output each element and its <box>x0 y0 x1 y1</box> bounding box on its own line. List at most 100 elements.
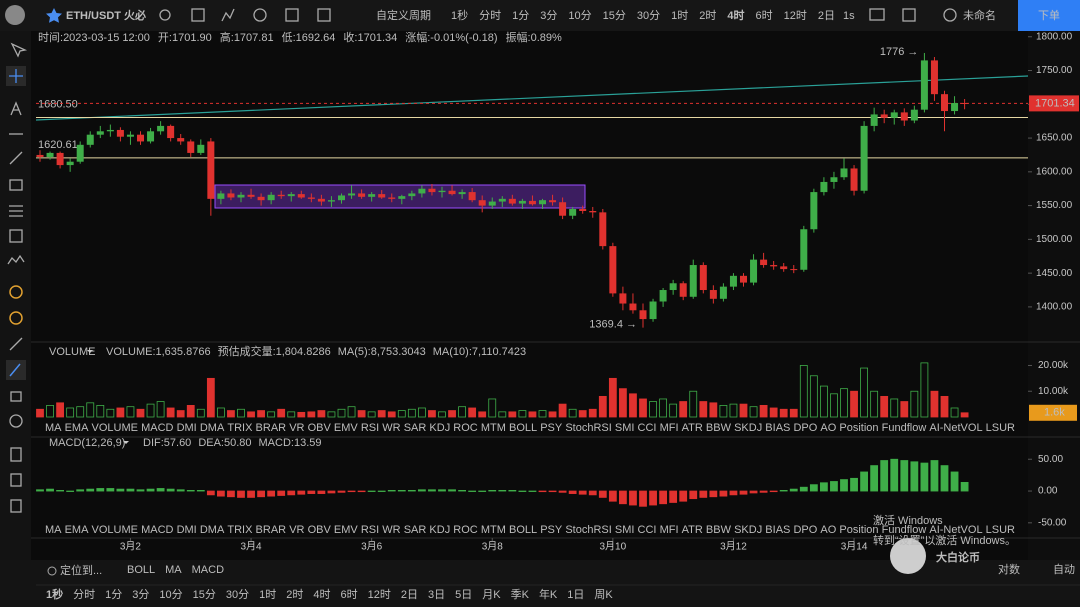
indicator-tab[interactable]: SMI <box>615 524 635 536</box>
locate-icon[interactable] <box>47 566 57 576</box>
indicator-tab[interactable]: RSI <box>361 524 379 536</box>
indicator-tab[interactable]: PSY <box>540 524 563 536</box>
cursor-tool[interactable] <box>10 42 28 58</box>
period-button[interactable]: 1分 <box>512 9 529 22</box>
indicator-tab[interactable]: ROC <box>453 524 478 536</box>
indicator-tab[interactable]: LSUR <box>986 422 1015 434</box>
indicator-tab[interactable]: TRIX <box>227 524 253 536</box>
period-button[interactable]: 12时 <box>784 9 807 22</box>
bottom-period[interactable]: 1时 <box>259 588 276 601</box>
indicator-tab[interactable]: TRIX <box>227 422 253 434</box>
indicator-tab[interactable]: MFI <box>660 422 679 434</box>
bottom-period[interactable]: 2时 <box>286 588 303 601</box>
indicator-tab[interactable]: MACD <box>141 422 173 434</box>
cloud-icon[interactable] <box>943 8 957 22</box>
indicator-tab[interactable]: BBW <box>706 422 732 434</box>
indicator-tab[interactable]: AI-NetVOL <box>929 524 982 536</box>
grid-tool[interactable] <box>9 229 23 243</box>
indicator-tab[interactable]: VOLUME <box>92 422 138 434</box>
indicator-tab[interactable]: WR <box>382 524 400 536</box>
indicator-tab[interactable]: MACD <box>141 524 173 536</box>
fib-tool[interactable] <box>9 205 23 217</box>
fullscreen-icon[interactable] <box>902 8 916 22</box>
indicator-chip[interactable]: MA <box>165 564 182 576</box>
bottom-period[interactable]: 分时 <box>73 588 95 601</box>
period-button[interactable]: 2时 <box>699 9 716 22</box>
favorites-tool[interactable] <box>10 447 22 462</box>
indicator-chip[interactable]: MACD <box>192 564 224 576</box>
delete-tool[interactable] <box>10 499 22 513</box>
indicator-icon[interactable] <box>191 8 205 22</box>
trend-tool[interactable] <box>9 151 23 165</box>
indicator-tab[interactable]: WR <box>382 422 400 434</box>
indicator-tab[interactable]: AO <box>820 422 836 434</box>
bottom-period[interactable]: 1分 <box>105 588 122 601</box>
bottom-period[interactable]: 3分 <box>132 588 149 601</box>
indicator-tab[interactable]: DMI <box>177 524 197 536</box>
period-button[interactable]: 3分 <box>540 9 557 22</box>
favorite-icon[interactable] <box>46 8 62 23</box>
magnet-tool[interactable] <box>9 285 23 299</box>
bottom-period[interactable]: 10分 <box>159 588 182 601</box>
indicator-tab[interactable]: BOLL <box>509 524 537 536</box>
indicator-tab[interactable]: BRAR <box>256 524 287 536</box>
indicator-tab[interactable]: BBW <box>706 524 732 536</box>
brush-tool[interactable] <box>9 363 21 377</box>
indicator-tab[interactable]: SKDJ <box>734 422 762 434</box>
indicator-tab[interactable]: BIAS <box>765 422 790 434</box>
indicator-tab[interactable]: DMA <box>200 524 225 536</box>
workspace[interactable]: 未命名 <box>963 8 996 22</box>
indicator-tab[interactable]: DMA <box>200 422 225 434</box>
indicator-tab[interactable]: VOLUME <box>92 524 138 536</box>
indicator-tab[interactable]: EMV <box>334 524 359 536</box>
indicator-tab[interactable]: MA <box>45 524 62 536</box>
period-button[interactable]: 1秒 <box>451 8 468 22</box>
indicator-tab[interactable]: BRAR <box>256 422 287 434</box>
period-button[interactable]: 15分 <box>603 9 626 22</box>
indicator-tab[interactable]: EMA <box>65 524 90 536</box>
dropdown-icon[interactable] <box>87 350 93 353</box>
bottom-period[interactable]: 月K <box>482 589 501 601</box>
indicator-tab[interactable]: Position <box>839 422 878 434</box>
bottom-period[interactable]: 15分 <box>193 588 216 601</box>
order-button[interactable]: 下单 <box>1038 9 1060 22</box>
indicator-tab[interactable]: ATR <box>682 422 703 434</box>
order-button-bg[interactable] <box>1018 0 1080 31</box>
indicator-tab[interactable]: SAR <box>404 422 427 434</box>
bottom-period[interactable]: 1日 <box>567 589 584 601</box>
indicator-tab[interactable]: CCI <box>638 422 657 434</box>
indicator-tab[interactable]: DMI <box>177 422 197 434</box>
indicator-tab[interactable]: PSY <box>540 422 563 434</box>
crosshair-tool[interactable] <box>9 69 23 83</box>
indicator-tab[interactable]: VR <box>289 524 304 536</box>
camera-icon[interactable] <box>869 8 885 21</box>
indicator-tab[interactable]: BIAS <box>765 524 790 536</box>
symbol[interactable]: ETH/USDT 火必 <box>66 8 146 22</box>
indicator-chip[interactable]: BOLL <box>127 564 155 576</box>
indicator-tab[interactable]: Position <box>839 524 878 536</box>
bottom-period[interactable]: 30分 <box>226 588 249 601</box>
bottom-period[interactable]: 年K <box>539 587 558 601</box>
volume-name[interactable]: VOLUME <box>49 346 95 358</box>
bottom-period[interactable]: 1秒 <box>46 587 63 601</box>
indicator-tab[interactable]: EMA <box>65 422 90 434</box>
indicator-tab[interactable]: AI-NetVOL <box>929 422 982 434</box>
indicator-tab[interactable]: MTM <box>481 524 506 536</box>
indicator-tab[interactable]: SAR <box>404 524 427 536</box>
dropdown-icon[interactable] <box>123 441 129 444</box>
ruler-tool[interactable] <box>9 337 23 351</box>
indicator-tab[interactable]: MTM <box>481 422 506 434</box>
indicator-tab[interactable]: CCI <box>638 524 657 536</box>
logo[interactable] <box>5 5 25 25</box>
indicator-tab[interactable]: SMI <box>615 422 635 434</box>
layout-icon[interactable] <box>285 8 299 22</box>
search-icon[interactable] <box>159 9 171 21</box>
bottom-period[interactable]: 季K <box>511 588 530 601</box>
macd-name[interactable]: MACD(12,26,9) <box>49 437 125 449</box>
bottom-period[interactable]: 12时 <box>368 588 391 601</box>
indicator-tab[interactable]: DPO <box>793 524 817 536</box>
period-button[interactable]: 10分 <box>568 9 591 22</box>
indicator-tab[interactable]: MA <box>45 422 62 434</box>
auto-toggle[interactable]: 自动 <box>1053 563 1075 576</box>
period-button[interactable]: 6时 <box>756 9 773 22</box>
